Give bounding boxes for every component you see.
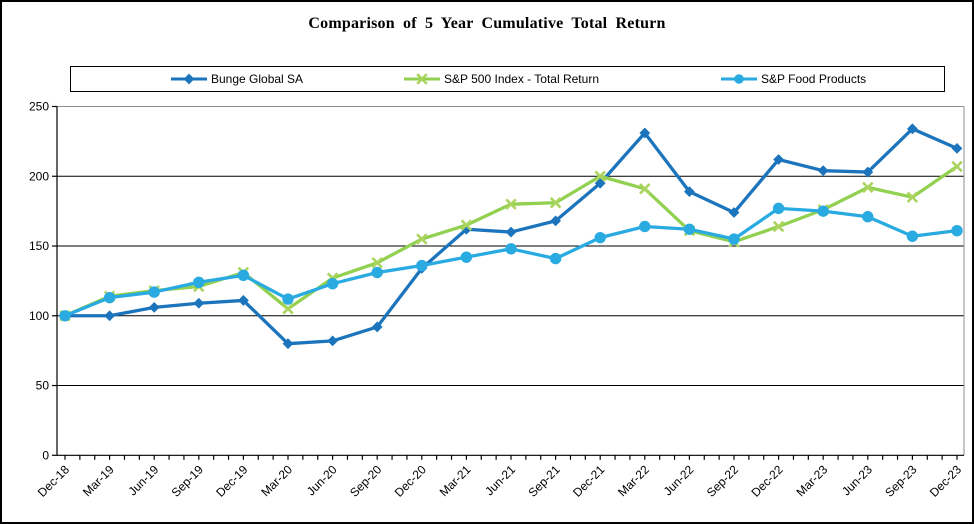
legend-item-food: S&P Food Products — [720, 67, 866, 91]
svg-text:Mar-23: Mar-23 — [794, 462, 831, 499]
svg-text:250: 250 — [29, 100, 49, 114]
svg-text:Jun-20: Jun-20 — [304, 462, 340, 498]
svg-text:Dec-21: Dec-21 — [570, 462, 607, 499]
svg-text:0: 0 — [42, 448, 49, 462]
svg-text:Sep-20: Sep-20 — [347, 462, 384, 499]
svg-text:Jun-21: Jun-21 — [482, 462, 518, 498]
svg-text:Dec-20: Dec-20 — [392, 462, 429, 499]
chart-title: Comparison of 5 Year Cumulative Total Re… — [308, 15, 666, 32]
legend-label: S&P 500 Index - Total Return — [444, 72, 599, 86]
legend-label: S&P Food Products — [761, 72, 867, 86]
svg-text:50: 50 — [36, 379, 50, 393]
svg-text:Mar-22: Mar-22 — [615, 462, 652, 499]
svg-text:150: 150 — [29, 239, 49, 253]
svg-text:Sep-22: Sep-22 — [704, 462, 741, 499]
svg-text:Dec-18: Dec-18 — [35, 462, 72, 499]
svg-text:Dec-23: Dec-23 — [927, 462, 964, 499]
legend: Bunge Global SA S&P 500 Index - Total Re… — [70, 66, 945, 92]
legend-item-bunge: Bunge Global SA — [170, 67, 303, 91]
svg-text:200: 200 — [29, 169, 49, 183]
svg-text:Dec-22: Dec-22 — [748, 462, 785, 499]
svg-text:Sep-19: Sep-19 — [169, 462, 206, 499]
line-x-marker-icon — [403, 72, 441, 86]
svg-text:Sep-21: Sep-21 — [525, 462, 562, 499]
svg-text:Sep-23: Sep-23 — [882, 462, 919, 499]
svg-text:Mar-19: Mar-19 — [80, 462, 117, 499]
legend-label: Bunge Global SA — [211, 72, 304, 86]
svg-text:Jun-23: Jun-23 — [839, 462, 875, 498]
svg-text:100: 100 — [29, 309, 49, 323]
line-circle-marker-icon — [720, 72, 758, 86]
svg-text:Jun-19: Jun-19 — [125, 462, 161, 498]
svg-text:Mar-20: Mar-20 — [258, 462, 295, 499]
legend-item-sp500: S&P 500 Index - Total Return — [403, 67, 599, 91]
svg-text:Mar-21: Mar-21 — [437, 462, 474, 499]
line-diamond-marker-icon — [170, 72, 208, 86]
svg-text:Dec-19: Dec-19 — [213, 462, 250, 499]
svg-text:Jun-22: Jun-22 — [661, 462, 697, 498]
